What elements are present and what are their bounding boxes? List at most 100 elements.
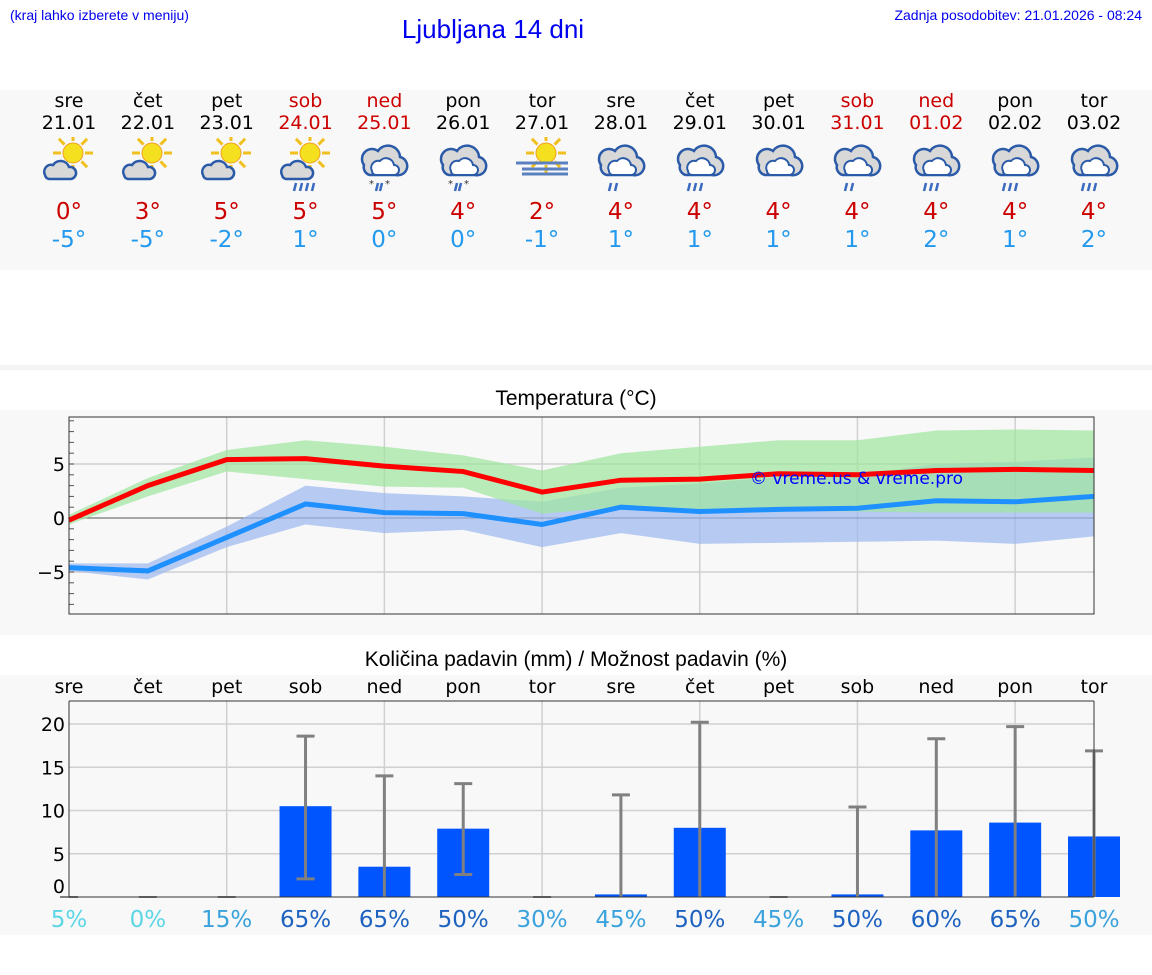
day-name: sob [288, 90, 323, 112]
day-column: sob 24.01 5° 1° [266, 90, 346, 254]
max-temperature: 4° [686, 199, 713, 225]
precipitation-chart-panel [0, 675, 1152, 935]
day-name: pet [211, 90, 243, 112]
min-temperature: 1° [844, 227, 871, 253]
day-column: sre 28.01 4° 1° [581, 90, 661, 254]
day-column: pon 02.02 4° 1° [975, 90, 1055, 254]
daily-forecast-strip: sre 21.01 0° -5° čet 22.01 3° -5° pet 23.01 5° -2° s… [0, 90, 1152, 270]
svg-text:*: * [369, 179, 374, 190]
day-column: tor 03.02 4° 2° [1054, 90, 1134, 254]
min-temperature: 1° [292, 227, 319, 253]
day-name: sob [840, 90, 875, 112]
day-column: pet 23.01 5° -2° [187, 90, 267, 254]
day-column: ned 01.02 4° 2° [896, 90, 976, 254]
day-column: čet 22.01 3° -5° [108, 90, 188, 254]
page-title: Ljubljana 14 dni [401, 14, 585, 44]
day-date: 24.01 [278, 112, 333, 134]
weather-cloud-rain-icon [660, 136, 740, 196]
min-temperature: 1° [1002, 227, 1029, 253]
min-temperature: 1° [607, 227, 634, 253]
min-temperature: -5° [130, 227, 166, 253]
max-temperature: 5° [371, 199, 398, 225]
day-name: ned [366, 90, 403, 112]
max-temperature-band [69, 429, 1094, 525]
day-date: 22.01 [120, 112, 176, 134]
min-temperature: -2° [209, 227, 244, 253]
weather-sun-cloud-rain-icon [266, 136, 346, 196]
min-temperature: -5° [51, 227, 87, 253]
max-temperature: 4° [1002, 199, 1029, 225]
min-temperature: 2° [1080, 227, 1108, 253]
min-temperature: 0° [371, 227, 398, 253]
day-date: 21.01 [41, 112, 97, 134]
max-temperature-line [67, 456, 1095, 523]
max-temperature: 2° [528, 199, 556, 225]
day-column: čet 29.01 4° 1° [660, 90, 740, 254]
max-temperature: 5° [213, 199, 240, 225]
max-temperature: 4° [450, 199, 477, 225]
min-temperature: 1° [686, 227, 713, 253]
min-temperature-line [68, 493, 1095, 574]
weather-cloud-rain-icon [1054, 136, 1134, 196]
y-tick-label: 5 [53, 454, 65, 476]
max-temperature: 4° [1080, 199, 1108, 225]
day-date: 31.01 [830, 112, 885, 134]
weather-cloud-sleet-icon: * * [423, 136, 503, 196]
day-name: čet [684, 90, 715, 112]
min-temperature: 2° [923, 227, 950, 253]
svg-text:*: * [385, 179, 390, 190]
min-temperature: 1° [765, 227, 792, 253]
day-name: tor [528, 90, 556, 112]
day-date: 27.01 [514, 112, 570, 134]
svg-text:*: * [464, 179, 469, 190]
weather-sun-cloud-icon [187, 136, 267, 196]
plot-frame [68, 416, 1095, 615]
day-column: ned 25.01 * * 5° 0° [344, 90, 424, 254]
min-temperature: 0° [450, 227, 477, 253]
weather-cloud-rain-icon [975, 136, 1055, 196]
day-date: 23.01 [199, 112, 254, 134]
min-temperature: -1° [524, 227, 560, 253]
day-date: 30.01 [751, 112, 806, 134]
weather-cloud-sleet-icon: * * [344, 136, 424, 196]
day-column: pet 30.01 4° 1° [739, 90, 819, 254]
y-tick-label: 0 [53, 508, 65, 530]
max-temperature: 4° [765, 199, 792, 225]
last-update: Zadnja posodobitev: 21.01.2026 - 08:24 [894, 7, 1142, 23]
temperature-chart-title: Temperatura (°C) [495, 387, 657, 410]
day-date: 29.01 [672, 112, 727, 134]
day-date: 25.01 [357, 112, 412, 134]
day-column: tor 27.01 2° -1° [502, 90, 582, 254]
day-date: 26.01 [436, 112, 491, 134]
day-column: sob 31.01 4° 1° [817, 90, 897, 254]
weather-cloud-rain-light-icon [817, 136, 897, 196]
day-name: pon [997, 90, 1033, 112]
weather-cloud-rain-icon [896, 136, 976, 196]
weather-sun-cloud-icon [29, 136, 109, 196]
day-date: 28.01 [593, 112, 649, 134]
day-column: sre 21.01 0° -5° [29, 90, 109, 254]
day-date: 01.02 [909, 112, 964, 134]
day-name: ned [918, 90, 955, 112]
y-tick-label: −5 [37, 562, 65, 584]
weather-cloud-icon [739, 136, 819, 196]
day-date: 03.02 [1066, 112, 1122, 134]
max-temperature: 0° [55, 199, 83, 225]
day-name: pet [763, 90, 795, 112]
location-hint: (kraj lahko izberete v meniju) [10, 7, 189, 23]
weather-sun-fog-icon [502, 136, 582, 196]
divider [0, 365, 1152, 370]
day-name: pon [445, 90, 482, 112]
precipitation-chart-title: Količina padavin (mm) / Možnost padavin … [364, 648, 788, 671]
max-temperature: 4° [607, 199, 634, 225]
weather-cloud-rain-light-icon [581, 136, 661, 196]
max-temperature: 3° [134, 199, 161, 225]
day-name: tor [1080, 90, 1108, 112]
max-temperature: 4° [923, 199, 950, 225]
day-name: sre [54, 90, 84, 112]
max-temperature: 4° [844, 199, 871, 225]
max-temperature: 5° [292, 199, 319, 225]
weather-sun-cloud-icon [108, 136, 188, 196]
day-name: sre [606, 90, 636, 112]
